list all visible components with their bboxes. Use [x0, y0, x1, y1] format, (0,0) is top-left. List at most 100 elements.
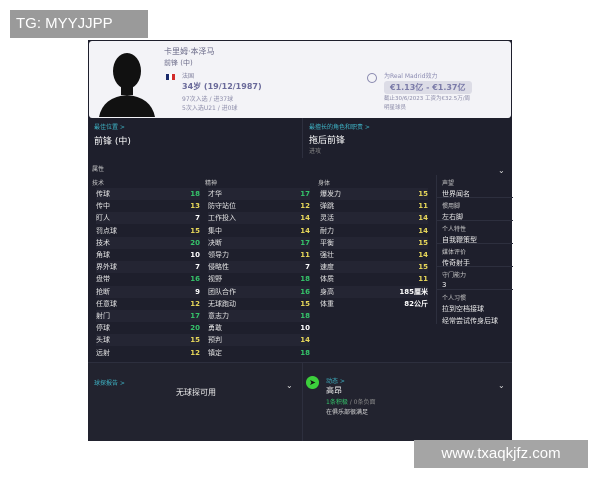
- attribute-value: 13: [190, 202, 200, 211]
- best-position-link[interactable]: 最佳位置 >: [94, 124, 125, 131]
- attribute-label: 视野: [208, 275, 222, 284]
- attribute-row: 平衡 15: [320, 236, 428, 249]
- attribute-row: 盯人 7: [96, 212, 200, 225]
- attribute-row: 身高 185厘米: [320, 285, 428, 298]
- attribute-row: 耐力 14: [320, 225, 428, 237]
- watermark-top: TG: MYYJJPP: [10, 10, 148, 38]
- morale-note: 在俱乐部很满足: [326, 409, 369, 416]
- info-item: 个人特性 自我鞭策型: [437, 221, 513, 244]
- chevron-down-icon[interactable]: ⌄: [498, 166, 505, 175]
- attribute-value: 7: [195, 214, 200, 223]
- info-title: 守门能力: [442, 272, 467, 279]
- physical-title: 身体: [318, 180, 331, 187]
- attribute-label: 预判: [208, 336, 222, 345]
- attribute-value: 17: [300, 190, 310, 198]
- info-item: 惯用脚 左右脚: [437, 198, 513, 221]
- attribute-row: 弹跳 11: [320, 200, 428, 212]
- best-role-link[interactable]: 最擅长的角色和职责 >: [309, 124, 370, 131]
- info-value: 左右脚: [442, 213, 463, 221]
- attributes-title: 属性: [92, 166, 105, 173]
- attribute-value: 14: [418, 251, 428, 259]
- attribute-row: 防守站位 12: [208, 200, 310, 212]
- attribute-value: 16: [190, 275, 200, 284]
- attribute-value: 18: [190, 190, 200, 198]
- attribute-label: 界外球: [96, 263, 117, 272]
- transfer-value: €1.13亿 - €1.37亿: [384, 81, 472, 94]
- attribute-label: 身高: [320, 287, 334, 296]
- attribute-row: 速度 15: [320, 261, 428, 274]
- attribute-value: 14: [300, 226, 310, 235]
- attribute-label: 集中: [208, 226, 222, 235]
- attribute-label: 爆发力: [320, 190, 341, 198]
- attribute-value: 18: [300, 312, 310, 320]
- info-title: 媒体评价: [442, 249, 467, 256]
- attribute-label: 强壮: [320, 251, 334, 259]
- attribute-row: 抢断 9: [96, 285, 200, 298]
- club-label: 为Real Madrid效力: [384, 73, 438, 80]
- attribute-label: 抢断: [96, 287, 110, 296]
- player-profile-panel: 卡里姆·本泽马 前锋 (中) 法国 34岁 (19/12/1987) 97次入选…: [88, 40, 513, 441]
- attribute-label: 远射: [96, 348, 110, 357]
- attribute-label: 头球: [96, 336, 110, 345]
- info-value: 自我鞭策型: [442, 236, 477, 244]
- best-role-value: 拖后前锋: [309, 136, 346, 146]
- attribute-label: 镇定: [208, 348, 222, 357]
- attribute-value: 10: [190, 251, 200, 259]
- attributes-section: 属性 ⌄ 技术 精神 身体 传球 18 传中 13 盯人 7 罚点球 15 技术 20 角球 10 界外…: [88, 160, 512, 362]
- mental-title: 精神: [205, 180, 218, 187]
- info-value: 经常尝试传身后球: [442, 317, 498, 325]
- attribute-label: 速度: [320, 263, 334, 272]
- club-target-icon: [367, 73, 377, 83]
- attribute-row: 盘带 16: [96, 273, 200, 285]
- info-value: 3: [442, 281, 447, 289]
- attribute-row: 体重 82公斤: [320, 298, 428, 310]
- player-age: 34岁 (19/12/1987): [182, 82, 262, 91]
- attribute-row: 体质 11: [320, 273, 428, 285]
- attribute-label: 灵活: [320, 214, 334, 223]
- player-name: 卡里姆·本泽马: [164, 47, 215, 56]
- attribute-value: 20: [190, 238, 200, 247]
- attribute-row: 无球跑动 15: [208, 298, 310, 310]
- u21-caps: 5次入选U21 / 进0球: [182, 105, 238, 112]
- attribute-value: 17: [190, 312, 200, 320]
- info-value: 传奇射手: [442, 259, 470, 267]
- attribute-row: 角球 10: [96, 249, 200, 261]
- attribute-label: 无球跑动: [208, 299, 236, 308]
- attribute-value: 15: [418, 238, 428, 247]
- attribute-row: 领导力 11: [208, 249, 310, 261]
- contract-text: 截止30/6/2023 工资为€32.5万/周: [384, 96, 471, 102]
- attribute-value: 14: [300, 336, 310, 345]
- chevron-down-icon[interactable]: ⌄: [286, 381, 293, 390]
- attribute-row: 决断 17: [208, 236, 310, 249]
- attribute-row: 爆发力 15: [320, 188, 428, 200]
- attribute-label: 平衡: [320, 238, 334, 247]
- attribute-label: 体重: [320, 299, 334, 308]
- attribute-row: 强壮 14: [320, 249, 428, 261]
- attribute-row: 意志力 18: [208, 310, 310, 322]
- attribute-label: 领导力: [208, 251, 229, 259]
- morale-arrow-icon: ➤: [306, 376, 319, 389]
- attribute-row: 预判 14: [208, 334, 310, 347]
- scout-report-link[interactable]: 球探报告 >: [94, 380, 125, 387]
- attribute-label: 才华: [208, 190, 222, 198]
- attribute-label: 弹跳: [320, 202, 334, 211]
- attribute-row: 镇定 18: [208, 347, 310, 359]
- info-title: 个人习惯: [442, 295, 467, 302]
- morale-link[interactable]: 动态 >: [326, 378, 345, 385]
- attribute-row: 任意球 12: [96, 298, 200, 310]
- attribute-label: 体质: [320, 275, 334, 284]
- info-item: 守门能力 3: [437, 267, 513, 290]
- attribute-row: 射门 17: [96, 310, 200, 322]
- morale-value: 高昂: [326, 386, 342, 395]
- chevron-down-icon[interactable]: ⌄: [498, 381, 505, 390]
- attribute-row: 界外球 7: [96, 261, 200, 274]
- attribute-label: 技术: [96, 238, 110, 247]
- info-item: 媒体评价 传奇射手: [437, 244, 513, 267]
- technical-title: 技术: [92, 180, 105, 187]
- attribute-label: 耐力: [320, 226, 334, 235]
- bottom-section: 球探报告 > 无球探可用 ⌄ ➤ 动态 > 高昂 1条积极 / 0条负面 在俱乐…: [88, 362, 512, 441]
- info-title: 个人特性: [442, 226, 467, 233]
- morale-negative: 0条负面: [353, 399, 376, 406]
- attribute-row: 团队合作 16: [208, 285, 310, 298]
- attribute-label: 意志力: [208, 312, 229, 320]
